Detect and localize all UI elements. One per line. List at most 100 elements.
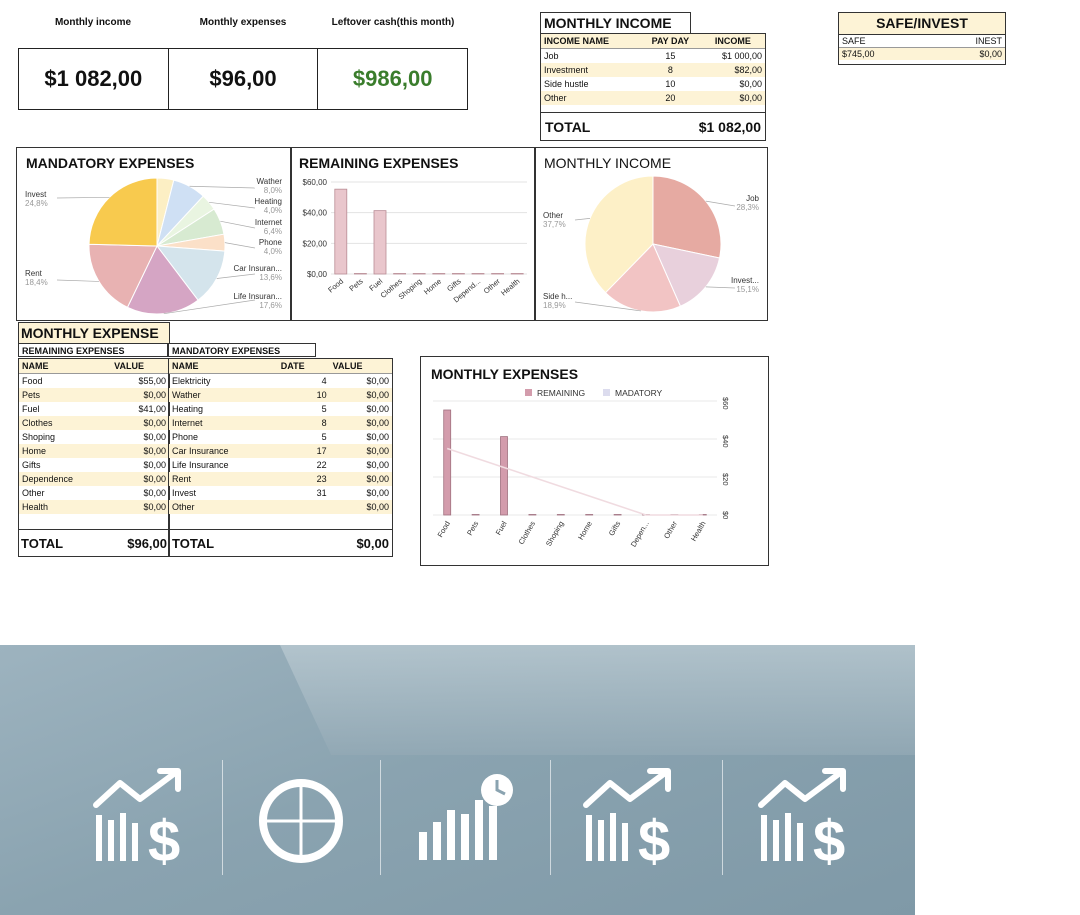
bar xyxy=(393,273,406,275)
name-cell: Pets xyxy=(22,390,41,400)
value-header: VALUE xyxy=(111,359,169,374)
promo-banner: $ $ $ xyxy=(0,645,915,915)
bar xyxy=(500,436,508,516)
name-cell: Gifts xyxy=(22,460,41,470)
pie-slice xyxy=(88,177,158,247)
y-tick-label: $20 xyxy=(721,473,730,486)
table-row: Investment 8 $82,00 xyxy=(541,63,765,77)
name-cell: Health xyxy=(22,502,49,512)
safe-header: SAFE xyxy=(842,36,866,46)
y-tick-label: $20,00 xyxy=(303,239,328,248)
bar xyxy=(443,409,452,516)
name-cell: Rent xyxy=(172,474,192,484)
bar xyxy=(510,273,524,275)
income-total-label: TOTAL xyxy=(545,118,591,135)
x-tick-label: Depen... xyxy=(629,520,651,549)
pie-slice-label: Wather xyxy=(257,177,283,186)
mandatory-expenses-subtitle: MANDATORY EXPENSES xyxy=(168,343,316,357)
date-cell: 8 xyxy=(321,418,327,428)
pie-slice xyxy=(155,245,226,301)
value-cell: $0,00 xyxy=(366,390,389,400)
value-header: VALUE xyxy=(329,359,392,374)
date-cell: 17 xyxy=(316,446,327,456)
value-cell: $41,00 xyxy=(138,404,166,414)
invest-value: $0,00 xyxy=(979,49,1002,59)
table-row: Heating 5 $0,00 xyxy=(169,402,392,416)
table-row: Other $0,00 xyxy=(19,486,169,500)
table-row: Clothes $0,00 xyxy=(19,416,169,430)
pie-slice-percent: 4,0% xyxy=(264,206,282,215)
pie-leader-line xyxy=(216,273,256,279)
value-cell: $0,00 xyxy=(143,390,166,400)
table-row: Internet 8 $0,00 xyxy=(169,416,392,430)
table-row: Elektricity 4 $0,00 xyxy=(169,374,392,389)
safe-invest-table: SAFE INEST $745,00 $0,00 xyxy=(838,34,1006,65)
income-name-cell: Investment xyxy=(544,65,589,75)
date-cell: 31 xyxy=(316,488,327,498)
y-tick-label: $40 xyxy=(721,435,730,448)
name-cell: Clothes xyxy=(22,418,53,428)
remaining-total-value: $96,00 xyxy=(127,535,167,551)
y-tick-label: $0 xyxy=(721,511,730,519)
table-row: Life Insurance 22 $0,00 xyxy=(169,458,392,472)
income-cell: $0,00 xyxy=(739,93,762,103)
pie-slice-percent: 18,9% xyxy=(543,301,566,310)
name-cell: Internet xyxy=(172,418,203,428)
remaining-expenses-subtitle: REMAINING EXPENSES xyxy=(18,343,168,357)
safe-value: $745,00 xyxy=(842,49,875,59)
value-cell: $0,00 xyxy=(366,502,389,512)
pay-day-cell: 8 xyxy=(667,65,673,75)
legend-swatch xyxy=(603,389,610,396)
pie-slice-label: Phone xyxy=(259,238,283,247)
table-row: Job 15 $1 000,00 xyxy=(541,49,765,64)
y-tick-label: $60 xyxy=(721,397,730,410)
pie-slice-percent: 8,0% xyxy=(264,186,282,195)
y-tick-label: $40,00 xyxy=(303,209,328,218)
name-cell: Wather xyxy=(172,390,201,400)
monthly-income-label: Monthly income xyxy=(54,17,132,28)
x-tick-label: Other xyxy=(662,519,679,540)
name-cell: Other xyxy=(22,488,45,498)
monthly-expenses-chart-panel: MONTHLY EXPENSES REMAINING MADATORY $60 $40… xyxy=(420,356,769,566)
pie-slice-label: Other xyxy=(543,211,563,220)
table-row: Phone 5 $0,00 xyxy=(169,430,392,444)
name-cell: Fuel xyxy=(22,404,40,414)
pie-slice-percent: 4,0% xyxy=(264,247,282,256)
table-row: Pets $0,00 xyxy=(19,388,169,402)
table-row: Shoping $0,00 xyxy=(19,430,169,444)
table-row: Wather 10 $0,00 xyxy=(169,388,392,402)
pie-leader-line xyxy=(574,218,591,221)
income-total-value: $1 082,00 xyxy=(698,118,761,135)
pay-day-cell: 20 xyxy=(665,93,676,103)
pie-leader-line xyxy=(574,301,641,312)
date-cell xyxy=(278,500,330,514)
x-tick-label: Pets xyxy=(465,519,480,537)
svg-text:$: $ xyxy=(813,809,845,865)
table-row: Fuel $41,00 xyxy=(19,402,169,416)
x-tick-label: Clothes xyxy=(517,519,538,546)
legend-swatch xyxy=(525,389,532,396)
value-cell: $0,00 xyxy=(143,446,166,456)
name-cell: Home xyxy=(22,446,47,456)
clock-icon xyxy=(259,779,343,863)
date-cell: 10 xyxy=(316,390,327,400)
mandatory-series-line xyxy=(446,447,703,516)
name-header: NAME xyxy=(19,359,112,374)
name-header: NAME xyxy=(169,359,278,374)
date-header: DATE xyxy=(277,359,330,374)
bar xyxy=(585,514,594,516)
value-cell: $0,00 xyxy=(143,460,166,470)
growth-dollar-icon: $ xyxy=(758,768,846,865)
date-cell: 5 xyxy=(321,404,327,414)
date-cell: 5 xyxy=(321,432,327,442)
pie-slice xyxy=(604,243,682,313)
value-cell: $0,00 xyxy=(366,404,389,414)
income-header: INCOME xyxy=(700,34,765,49)
remaining-chart-title: REMAINING EXPENSES xyxy=(299,155,459,171)
value-cell: $0,00 xyxy=(366,474,389,484)
bar xyxy=(412,273,426,275)
pie-slice-percent: 18,4% xyxy=(25,278,48,287)
monthly-expense-title: MONTHLY EXPENSE xyxy=(18,322,170,344)
value-cell: $0,00 xyxy=(366,418,389,428)
